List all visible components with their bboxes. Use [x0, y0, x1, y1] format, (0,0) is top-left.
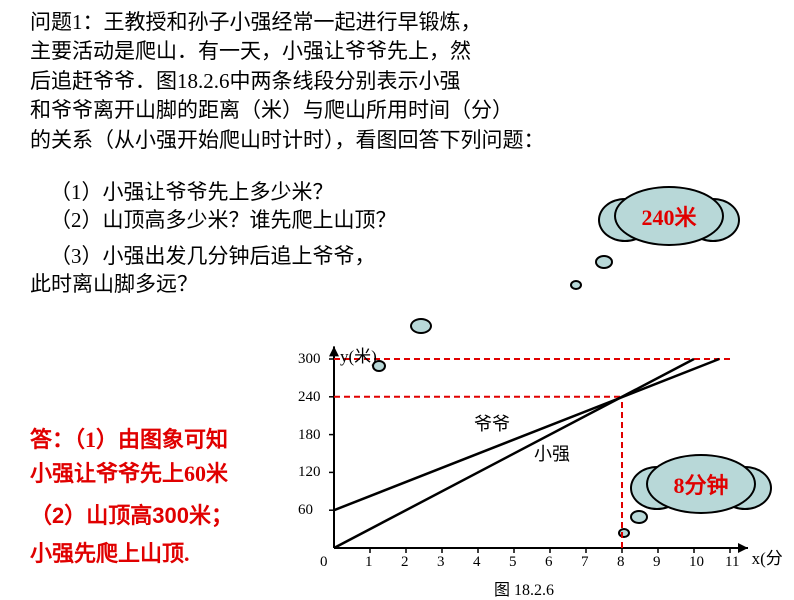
- figure-caption: 图 18.2.6: [494, 576, 554, 600]
- question-3a: （3）小强出发几分钟后追上爷爷，: [50, 242, 376, 271]
- bubble-240-1: [595, 255, 613, 269]
- problem-line4: 和爷爷离开山脚的距离（米）与爬山所用时间（分）: [30, 98, 513, 122]
- question-3b: 此时离山脚多远？: [30, 270, 198, 299]
- chart-label: 60: [298, 502, 313, 519]
- problem-line1: 问题1：王教授和孙子小强经常一起进行早锻炼，: [30, 10, 482, 34]
- chart-label: x(分: [752, 544, 783, 569]
- chart-label: 0: [320, 554, 328, 571]
- chart-label: 8: [617, 554, 625, 571]
- chart-label: 7: [581, 554, 589, 571]
- question-1: （1）小强让爷爷先上多少米？: [50, 178, 334, 207]
- chart-label: 小强: [534, 440, 570, 466]
- answer-1a: 答：（1）由图象可知: [30, 424, 228, 456]
- answer-1b: 小强让爷爷先上60米: [30, 458, 228, 490]
- problem-text: 问题1：王教授和孙子小强经常一起进行早锻炼， 主要活动是爬山．有一天，小强让爷爷…: [30, 8, 590, 155]
- chart-label: 4: [473, 554, 481, 571]
- chart-label: y(米): [340, 342, 377, 367]
- bubble-240-2: [570, 280, 582, 290]
- problem-line2: 主要活动是爬山．有一天，小强让爷爷先上，然: [30, 39, 471, 63]
- problem-line5: 的关系（从小强开始爬山时计时），看图回答下列问题：: [30, 128, 545, 152]
- answer-2a: （2）山顶高300米；: [30, 500, 233, 532]
- chart-container: 12345678910110x(分60120180240300y(米)小强爷爷 …: [294, 298, 774, 578]
- chart-label: 9: [653, 554, 661, 571]
- line-chart: 12345678910110x(分60120180240300y(米)小强爷爷: [294, 298, 774, 578]
- chart-label: 180: [298, 427, 321, 444]
- cloud-240m: 240米: [614, 186, 724, 246]
- chart-label: 10: [689, 554, 704, 571]
- chart-label: 240: [298, 389, 321, 406]
- chart-label: 120: [298, 464, 321, 481]
- chart-label: 300: [298, 351, 321, 368]
- chart-label: 5: [509, 554, 517, 571]
- answer-2b: 小强先爬上山顶.: [30, 538, 190, 570]
- problem-line3: 后追赶爷爷．图18.2.6中两条线段分别表示小强: [30, 69, 461, 93]
- chart-label: 11: [725, 554, 739, 571]
- chart-label: 爷爷: [474, 410, 510, 436]
- chart-label: 6: [545, 554, 553, 571]
- question-2: （2）山顶高多少米？谁先爬上山顶？: [50, 206, 397, 235]
- cloud-240m-text: 240米: [641, 200, 696, 232]
- chart-label: 3: [437, 554, 445, 571]
- chart-label: 1: [365, 554, 373, 571]
- chart-label: 2: [401, 554, 409, 571]
